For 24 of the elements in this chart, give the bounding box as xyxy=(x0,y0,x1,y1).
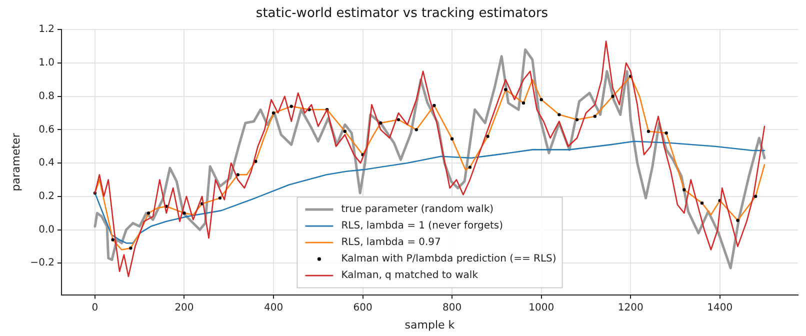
legend-label: true parameter (random walk) xyxy=(341,204,494,216)
legend-label: RLS, lambda = 0.97 xyxy=(341,237,441,248)
x-tick-label: 400 xyxy=(264,302,284,314)
x-tick-label: 200 xyxy=(174,302,194,314)
x-tick-label: 800 xyxy=(442,302,462,314)
x-tick-label: 1200 xyxy=(618,302,644,314)
y-tick-label: 0.0 xyxy=(38,224,54,236)
x-tick-label: 0 xyxy=(92,302,98,314)
x-tick-label: 600 xyxy=(353,302,372,314)
legend-label: Kalman, q matched to walk xyxy=(341,270,478,282)
legend-label: RLS, lambda = 1 (never forgets) xyxy=(341,220,504,232)
y-tick-label: −0.2 xyxy=(30,258,54,269)
y-tick-label: 0.6 xyxy=(38,124,54,136)
legend-label: Kalman with P/lambda prediction (== RLS) xyxy=(341,254,556,265)
x-axis-title: sample k xyxy=(404,318,456,332)
x-tick-label: 1400 xyxy=(707,302,733,314)
y-tick-label: 1.2 xyxy=(38,24,54,36)
y-tick-label: 0.4 xyxy=(38,158,54,169)
y-tick-label: 1.0 xyxy=(38,58,54,69)
y-axis-title: parameter xyxy=(9,132,22,192)
chart-title: static-world estimator vs tracking estimators xyxy=(256,6,548,22)
y-tick-label: 0.2 xyxy=(38,190,54,202)
x-tick-label: 1000 xyxy=(528,302,554,314)
y-tick-label: 0.8 xyxy=(38,90,54,102)
